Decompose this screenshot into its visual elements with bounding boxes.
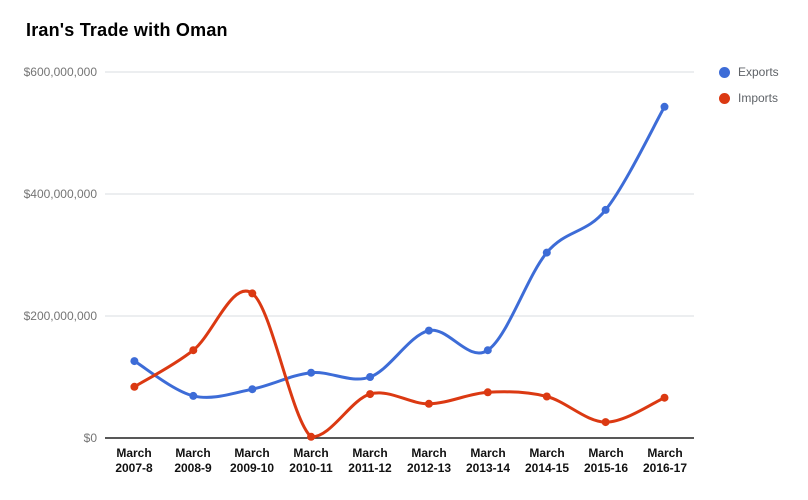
legend-label-exports: Exports bbox=[738, 65, 779, 79]
legend: Exports Imports bbox=[719, 64, 779, 116]
x-axis-tick-label: March 2014-15 bbox=[524, 446, 570, 475]
x-axis-tick-label: March 2016-17 bbox=[642, 446, 688, 475]
x-axis-tick-label: March 2007-8 bbox=[115, 446, 153, 475]
legend-swatch-exports bbox=[719, 66, 730, 78]
y-axis-tick-label: $400,000,000 bbox=[23, 187, 97, 201]
y-axis-tick-label: $600,000,000 bbox=[23, 65, 97, 79]
x-axis-tick-label: March 2015-16 bbox=[583, 446, 629, 475]
x-axis-tick-label: March 2012-13 bbox=[406, 446, 452, 475]
y-axis-tick-label: $200,000,000 bbox=[23, 309, 97, 323]
y-axis-tick-label: $0 bbox=[83, 431, 97, 445]
legend-item-exports: Exports bbox=[719, 64, 779, 80]
x-axis-tick-label: March 2013-14 bbox=[465, 446, 511, 475]
legend-item-imports: Imports bbox=[719, 90, 779, 106]
x-axis-tick-label: March 2011-12 bbox=[348, 446, 392, 475]
chart-title: Iran's Trade with Oman bbox=[26, 20, 228, 40]
x-axis-tick-label: March 2008-9 bbox=[174, 446, 212, 475]
x-axis-tick-label: March 2010-11 bbox=[289, 446, 333, 475]
legend-label-imports: Imports bbox=[738, 91, 779, 105]
legend-swatch-imports bbox=[719, 92, 730, 104]
x-axis-tick-label: March 2009-10 bbox=[229, 446, 275, 475]
